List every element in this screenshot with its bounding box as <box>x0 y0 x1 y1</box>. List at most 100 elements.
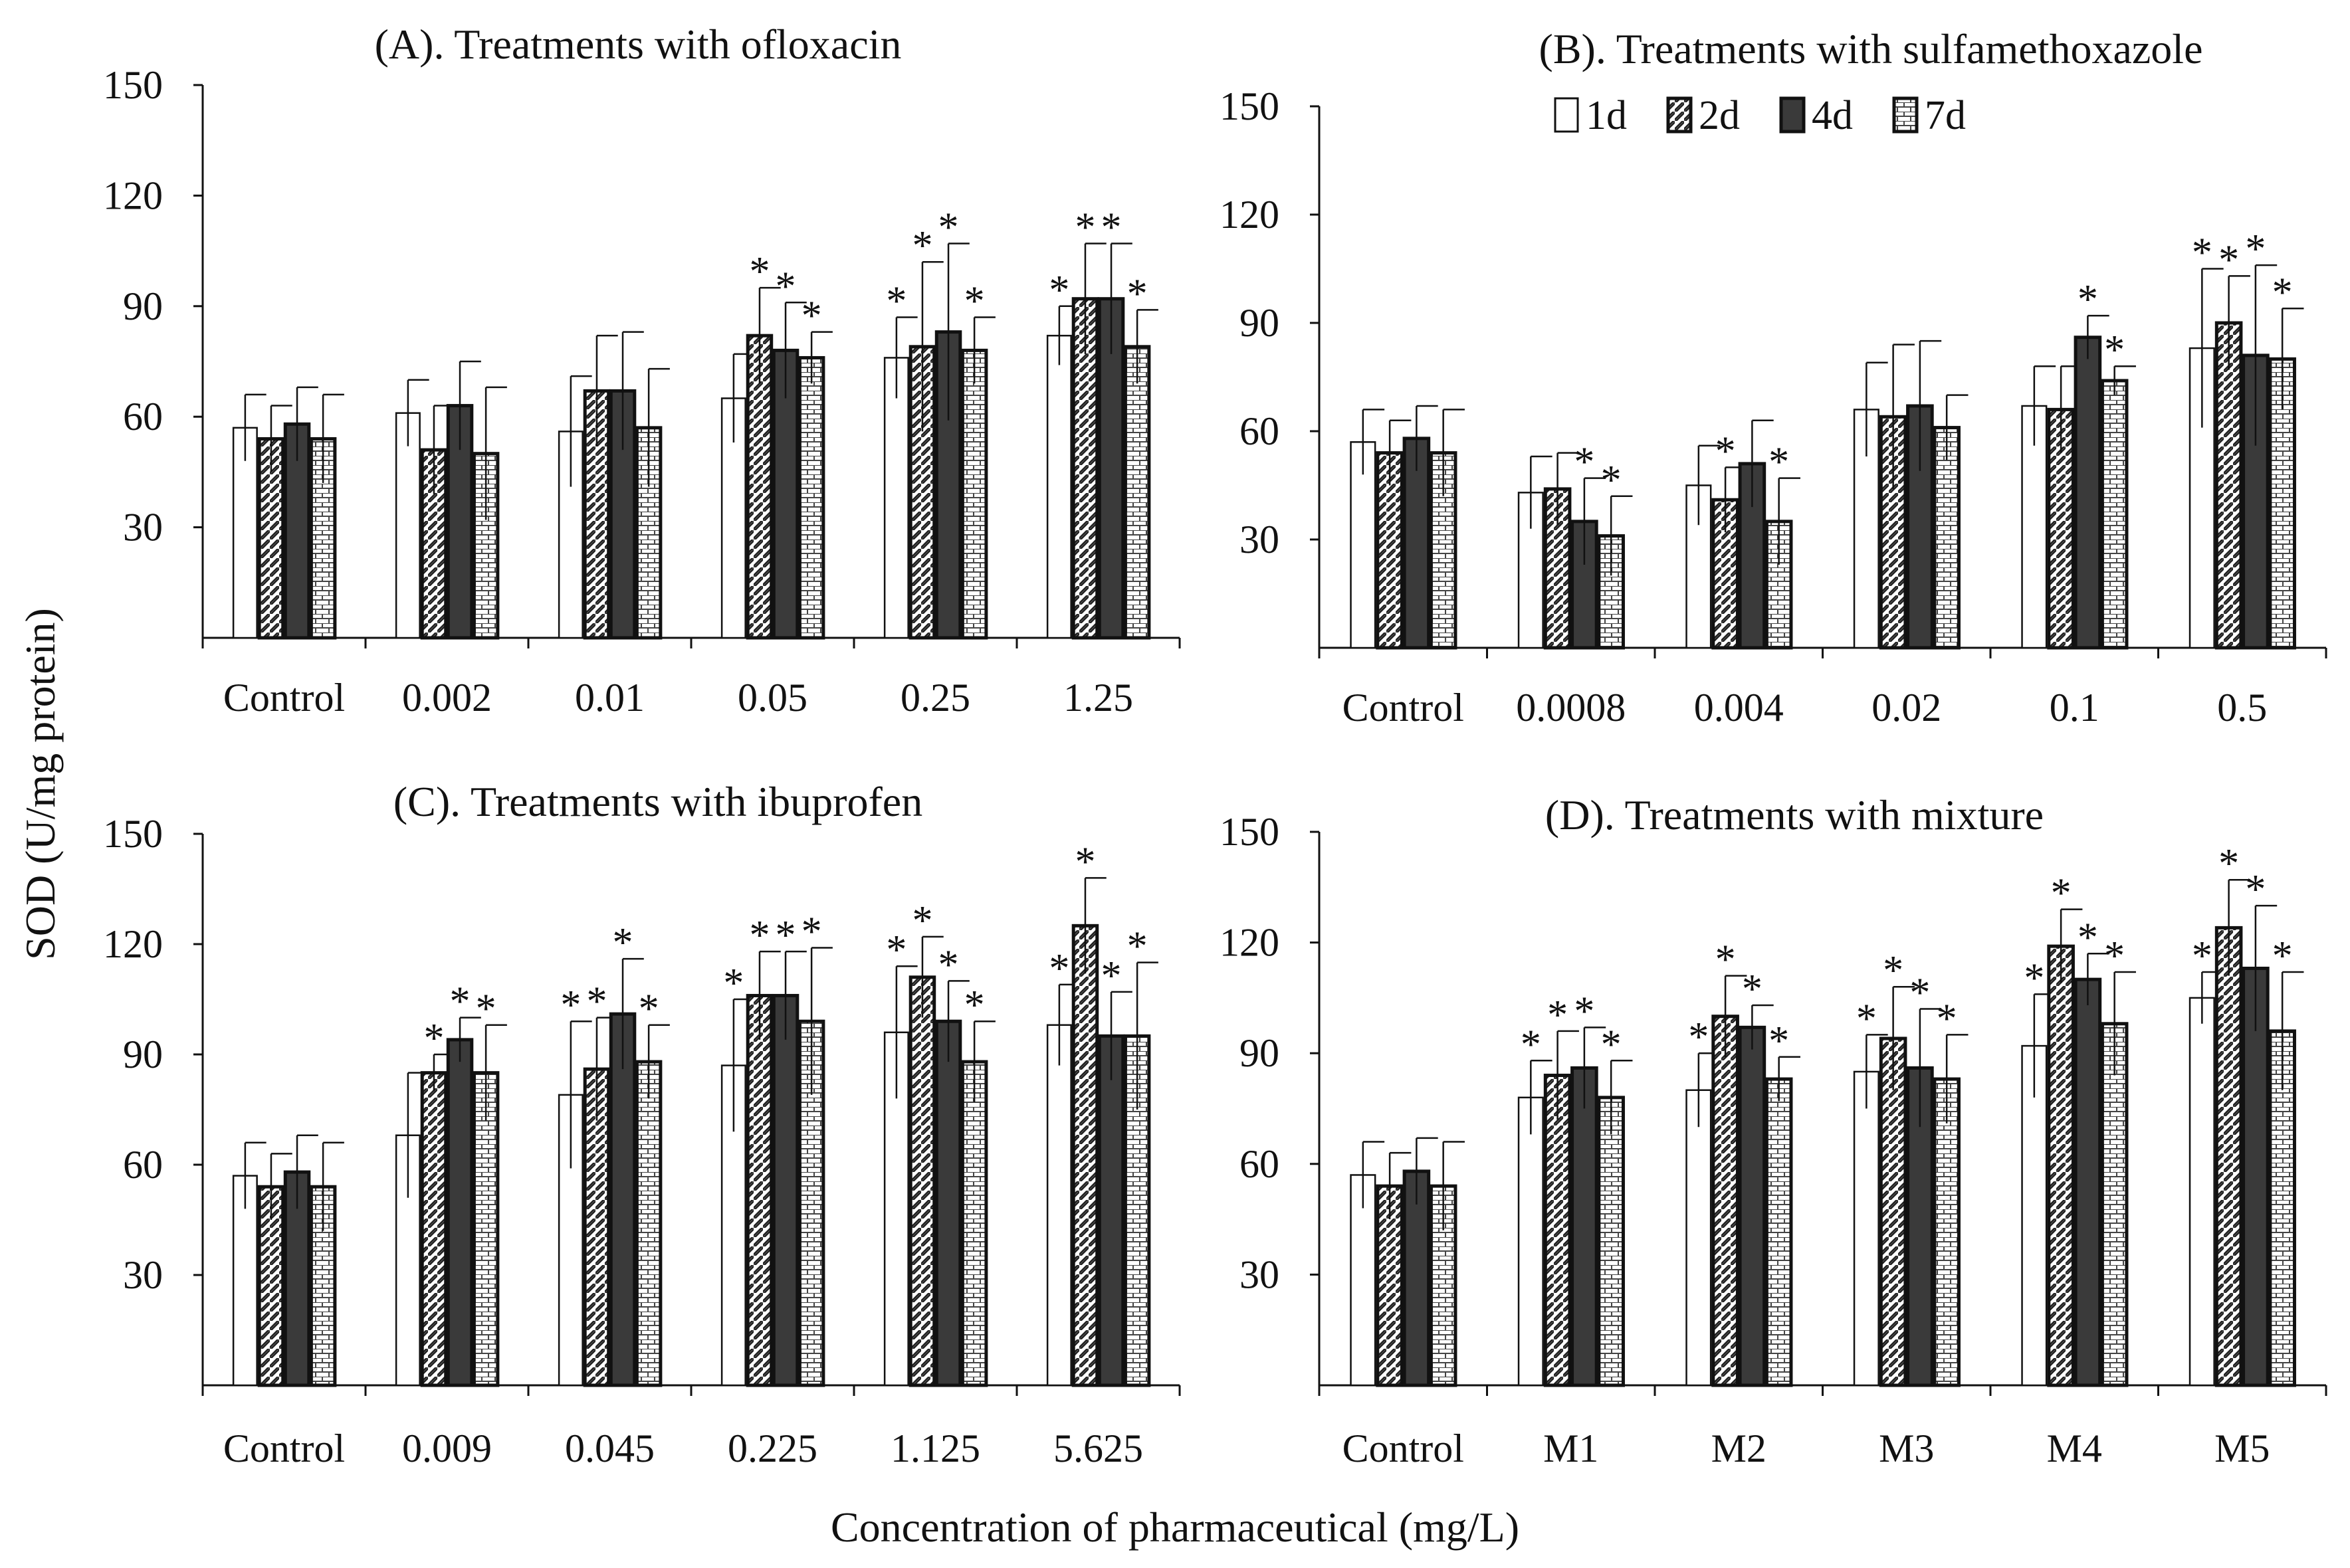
bar-2d <box>2047 944 2075 1387</box>
bar-7d <box>472 452 500 640</box>
y-tick-label: 150 <box>103 812 163 856</box>
x-tick-label: 0.1 <box>2050 686 2099 730</box>
x-tick-label: 0.045 <box>565 1426 655 1470</box>
y-tick-label: 90 <box>123 1032 163 1076</box>
bar-1d <box>1853 1070 1879 1387</box>
x-tick-label: 0.02 <box>1871 686 1941 730</box>
x-tick-label: Control <box>1342 1426 1464 1470</box>
significance-star: * <box>1715 937 1736 983</box>
bar-7d <box>1597 1096 1625 1387</box>
significance-star: * <box>586 979 607 1025</box>
bar-2d <box>746 334 774 640</box>
significance-star: * <box>560 983 581 1028</box>
significance-star: * <box>2192 933 2212 979</box>
y-tick-label: 90 <box>123 284 163 328</box>
bar-4d <box>1906 404 1934 650</box>
significance-star: * <box>1768 1019 1789 1064</box>
y-tick-label: 30 <box>1239 518 1279 561</box>
bar-2d <box>420 1071 448 1387</box>
significance-star: * <box>1909 971 1930 1016</box>
bar-4d <box>1738 1025 1766 1387</box>
bar-7d <box>472 1071 500 1387</box>
significance-star: * <box>1937 996 1957 1041</box>
y-tick-label: 90 <box>1239 1031 1279 1075</box>
significance-star: * <box>1601 1022 1622 1067</box>
bar-2d <box>2214 321 2243 650</box>
significance-star: * <box>1574 440 1594 485</box>
significance-star: * <box>776 264 796 309</box>
bar-2d <box>746 993 774 1387</box>
bar-4d <box>609 1012 637 1387</box>
significance-star: * <box>749 913 770 958</box>
bar-4d <box>1402 437 1431 650</box>
significance-star: * <box>801 910 822 955</box>
bar-4d <box>446 1038 474 1387</box>
significance-star: * <box>2272 933 2293 979</box>
significance-star: * <box>1101 205 1122 250</box>
y-axis-label: SOD (U/mg protein) <box>17 608 64 960</box>
bar-7d <box>798 355 825 640</box>
chart-title: (A). Treatments with ofloxacin <box>375 21 902 68</box>
bar-4d <box>1097 1034 1125 1387</box>
x-tick-label: Control <box>223 1426 345 1470</box>
significance-star: * <box>1715 429 1736 474</box>
significance-star: * <box>2192 231 2212 276</box>
y-tick-label: 30 <box>123 506 163 549</box>
bar-1d <box>1350 1174 1376 1387</box>
x-tick-label: 0.225 <box>728 1426 817 1470</box>
significance-star: * <box>2104 328 2125 373</box>
significance-star: * <box>2078 915 2098 960</box>
panels-layer: (A). Treatments with ofloxacin 30 60 90 120 1… <box>103 21 2327 1470</box>
significance-star: * <box>964 278 985 324</box>
significance-star: * <box>1075 839 1095 884</box>
significance-star: * <box>1768 440 1789 485</box>
bar-1d <box>232 427 258 639</box>
bar-7d <box>960 1060 988 1387</box>
significance-star: * <box>723 961 744 1006</box>
significance-star: * <box>1688 1015 1709 1060</box>
y-tick-label: 30 <box>1239 1252 1279 1296</box>
y-tick-label: 90 <box>1239 301 1279 345</box>
significance-star: * <box>938 205 959 250</box>
x-tick-label: 0.5 <box>2217 686 2267 730</box>
significance-star: * <box>2024 955 2044 1001</box>
significance-star: * <box>1101 953 1122 999</box>
significance-star: * <box>2218 841 2239 886</box>
significance-star: * <box>1075 205 1095 250</box>
bar-2d <box>583 389 611 640</box>
significance-star: * <box>964 983 985 1028</box>
x-tick-label: 0.009 <box>402 1426 492 1470</box>
x-tick-label: 1.125 <box>891 1426 980 1470</box>
chart-title: (B). Treatments with sulfamethoxazole <box>1539 25 2203 72</box>
x-tick-label: M1 <box>1543 1426 1598 1470</box>
bar-4d <box>934 1019 962 1387</box>
significance-star: * <box>2104 933 2125 979</box>
significance-star: * <box>476 987 496 1032</box>
y-tick-label: 60 <box>123 1143 163 1187</box>
legend: 1d 2d 4d 7d <box>1554 93 1966 138</box>
significance-star: * <box>801 294 822 339</box>
bar-1d <box>1046 1024 1072 1387</box>
bar-4d <box>446 404 474 640</box>
significance-star: * <box>2272 270 2293 315</box>
x-tick-label: M3 <box>1879 1426 1934 1470</box>
chart-panel: (B). Treatments with sulfamethoxazole 30 6… <box>1220 25 2327 730</box>
significance-star: * <box>639 987 659 1032</box>
bar-7d <box>309 437 337 640</box>
significance-star: * <box>1049 268 1069 313</box>
bar-4d <box>2074 336 2102 650</box>
y-tick-label: 150 <box>1220 84 1279 128</box>
y-tick-label: 150 <box>103 63 163 107</box>
bar-1d <box>2021 405 2048 649</box>
y-tick-label: 60 <box>1239 409 1279 453</box>
x-tick-label: 0.0008 <box>1516 686 1626 730</box>
significance-star: * <box>423 1016 444 1061</box>
significance-star: * <box>912 898 932 943</box>
y-tick-label: 60 <box>1239 1142 1279 1186</box>
x-tick-label: M5 <box>2214 1426 2270 1470</box>
significance-star: * <box>1049 946 1069 991</box>
chart-panel: (D). Treatments with mixture 30 60 90 120 150… <box>1220 791 2327 1470</box>
significance-star: * <box>938 942 959 987</box>
legend-label: 1d <box>1586 93 1627 138</box>
legend-label: 2d <box>1699 93 1740 138</box>
